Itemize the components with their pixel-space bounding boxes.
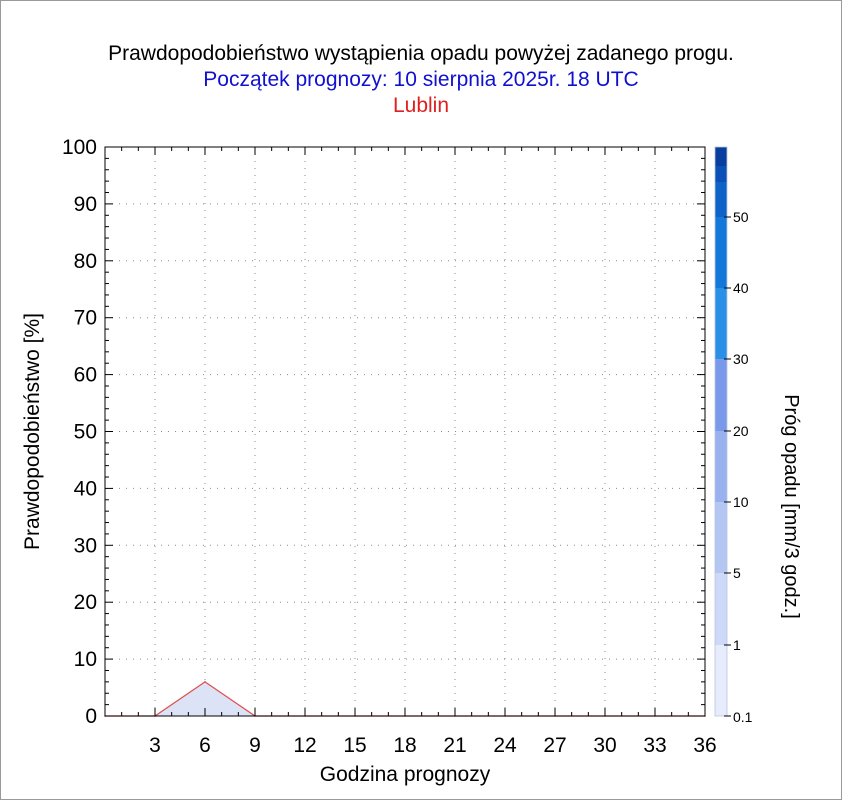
y-tick-label: 70 — [74, 307, 97, 330]
minor-ticks — [104, 146, 706, 717]
colorbar-segment — [715, 573, 727, 645]
y-tick-labels: 0 10 20 30 40 50 60 70 80 90 100 — [62, 136, 97, 728]
plot-area — [104, 146, 706, 717]
colorbar-tick-label: 0.1 — [733, 709, 753, 725]
y-tick-label: 60 — [74, 364, 97, 387]
x-tick-label: 33 — [643, 734, 666, 757]
colorbar-segment — [715, 288, 727, 359]
x-tick-label: 36 — [693, 734, 716, 757]
y-tick-label: 100 — [62, 136, 97, 159]
y-axis-label: Prawdopodobieństwo [%] — [21, 313, 44, 550]
colorbar-segment — [715, 359, 727, 431]
x-tick-label: 24 — [493, 734, 517, 757]
colorbar-segment — [715, 182, 727, 217]
x-tick-label: 27 — [543, 734, 566, 757]
colorbar-tick-label: 20 — [733, 423, 749, 439]
colorbar-tick-labels: 0.1 1 5 10 20 30 40 50 — [724, 209, 753, 725]
x-tick-label: 15 — [343, 734, 366, 757]
colorbar-segment — [715, 147, 727, 166]
y-tick-label: 90 — [74, 193, 97, 216]
x-tick-label: 6 — [199, 734, 211, 757]
colorbar-segment — [715, 166, 727, 182]
y-tick-label: 20 — [74, 591, 97, 614]
y-tick-label: 30 — [74, 534, 97, 557]
y-tick-label: 40 — [74, 477, 97, 500]
colorbar-tick-label: 5 — [733, 565, 741, 581]
y-tick-label: 50 — [74, 421, 97, 444]
x-tick-labels: 3 6 9 12 15 18 21 24 27 30 33 36 — [149, 734, 717, 757]
data-point — [204, 681, 206, 683]
station-name: Lublin — [392, 94, 450, 117]
y-tick-label: 10 — [74, 648, 97, 671]
colorbar-tick-label: 50 — [733, 209, 749, 225]
colorbar-tick-label: 1 — [733, 637, 741, 653]
x-tick-label: 18 — [393, 734, 416, 757]
colorbar-segment — [715, 431, 727, 502]
colorbar-label: Próg opadu [mm/3 godz.] — [780, 394, 802, 619]
colorbar-segment — [715, 502, 727, 573]
y-tick-label: 0 — [85, 705, 97, 728]
series-area — [105, 681, 705, 716]
x-tick-label: 21 — [443, 734, 466, 757]
colorbar-segment — [715, 645, 727, 716]
colorbar-tick-label: 40 — [733, 280, 749, 296]
x-tick-label: 9 — [249, 734, 261, 757]
forecast-start-subtitle: Początek prognozy: 10 sierpnia 2025r. 18… — [203, 68, 639, 91]
x-tick-label: 12 — [293, 734, 316, 757]
x-tick-label: 3 — [149, 734, 161, 757]
colorbar-tick-label: 30 — [733, 351, 749, 367]
colorbar-tick-label: 10 — [733, 494, 749, 510]
y-tick-label: 80 — [74, 250, 97, 273]
grid-lines — [105, 147, 705, 716]
colorbar-segment — [715, 217, 727, 288]
x-tick-label: 30 — [593, 734, 616, 757]
x-axis-label: Godzina prognozy — [320, 763, 491, 786]
chart-title: Prawdopodobieństwo wystąpienia opadu pow… — [108, 42, 734, 65]
